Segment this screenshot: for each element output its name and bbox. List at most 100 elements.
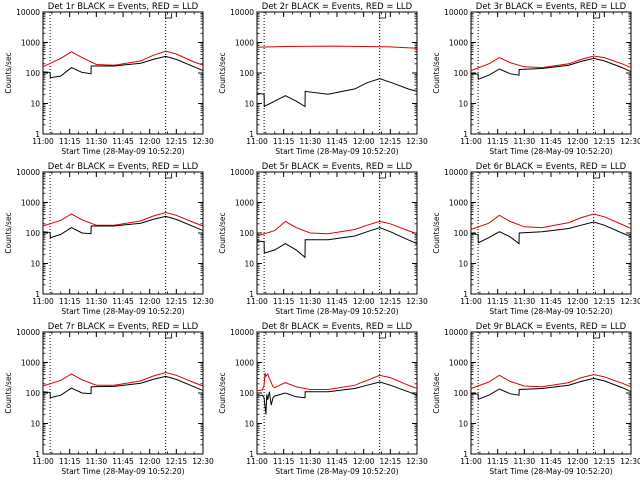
x-tick-label: 11:00 (460, 137, 482, 146)
x-tick-label: 12:15 (166, 297, 188, 306)
x-tick-label: 12:30 (406, 297, 428, 306)
panel-title: Det 7r BLACK = Events, RED = LLD (48, 322, 199, 332)
panel-title: Det 9r BLACK = Events, RED = LLD (476, 322, 627, 332)
x-tick-label: 12:15 (380, 137, 402, 146)
interval-bracket-marker (593, 173, 601, 179)
y-tick-label: 1000 (449, 199, 468, 208)
y-tick-label: 10000 (16, 8, 40, 17)
x-tick-label: 12:00 (567, 457, 589, 466)
panel-8: Det 8r BLACK = Events, RED = LLD 1 10 100 10… (218, 322, 428, 476)
y-tick-label: 1 (249, 130, 254, 139)
x-tick-label: 12:00 (353, 457, 375, 466)
plot-frame (42, 171, 204, 295)
y-tick-label: 10000 (444, 8, 468, 17)
x-tick-label: 12:00 (567, 137, 589, 146)
x-tick-label: 11:30 (514, 297, 536, 306)
x-tick-label: 11:15 (59, 297, 81, 306)
y-tick-label: 100 (240, 69, 255, 78)
interval-bracket-marker (593, 333, 601, 339)
y-tick-label: 1 (463, 290, 468, 299)
events-series-line (42, 215, 204, 239)
x-tick-label: 11:00 (246, 297, 268, 306)
panel-9: Det 9r BLACK = Events, RED = LLD 1 10 100 10… (432, 322, 640, 476)
x-tick-label: 11:45 (112, 137, 134, 146)
x-tick-label: 11:15 (487, 457, 509, 466)
plot-frame (470, 11, 632, 135)
panel-6: Det 6r BLACK = Events, RED = LLD 1 10 100 10… (432, 162, 640, 316)
x-tick-label: 11:45 (112, 457, 134, 466)
x-tick-label: 12:00 (353, 297, 375, 306)
interval-bracket-marker (379, 173, 387, 179)
x-tick-label: 11:15 (487, 137, 509, 146)
x-tick-label: 11:15 (487, 297, 509, 306)
x-tick-label: 11:00 (460, 297, 482, 306)
panel-2: Det 2r BLACK = Events, RED = LLD 1 10 100 10… (218, 2, 428, 156)
interval-bracket-marker (165, 333, 173, 339)
x-tick-label: 11:15 (59, 457, 81, 466)
interval-bracket-marker (379, 13, 387, 19)
x-tick-label: 11:00 (246, 137, 268, 146)
events-series-line (42, 375, 204, 399)
y-tick-label: 10 (244, 420, 254, 429)
y-tick-label: 1000 (235, 39, 254, 48)
panel-3: Det 3r BLACK = Events, RED = LLD 1 10 100 10… (432, 2, 640, 156)
x-axis-label: Start Time (28-May-09 10:52:20) (61, 147, 184, 156)
x-axis-label: Start Time (28-May-09 10:52:20) (489, 467, 612, 476)
y-tick-label: 1000 (449, 39, 468, 48)
lld-series-line (42, 50, 204, 68)
y-tick-label: 100 (240, 389, 255, 398)
y-tick-label: 10 (244, 100, 254, 109)
plot-frame (42, 331, 204, 455)
x-axis-label: Start Time (28-May-09 10:52:20) (275, 307, 398, 316)
panel-title: Det 4r BLACK = Events, RED = LLD (48, 162, 199, 172)
x-tick-label: 12:15 (594, 297, 616, 306)
plot-frame (256, 11, 418, 135)
x-tick-label: 12:00 (139, 137, 161, 146)
y-tick-label: 10000 (444, 328, 468, 337)
y-tick-label: 1 (463, 130, 468, 139)
x-axis-label: Start Time (28-May-09 10:52:20) (489, 307, 612, 316)
events-series-line (470, 57, 632, 81)
y-tick-label: 100 (454, 389, 469, 398)
y-axis-label: Counts/sec (4, 52, 13, 93)
x-tick-label: 12:30 (620, 457, 640, 466)
y-tick-label: 10 (244, 260, 254, 269)
y-tick-label: 10000 (444, 168, 468, 177)
events-series-line (470, 377, 632, 401)
events-series-line (470, 221, 632, 245)
lld-series-line (470, 55, 632, 72)
lld-series-line (470, 374, 632, 389)
interval-bracket-marker (379, 333, 387, 339)
x-tick-label: 11:15 (273, 137, 295, 146)
y-tick-label: 1 (249, 290, 254, 299)
panel-4: Det 4r BLACK = Events, RED = LLD 1 10 100 10… (4, 162, 214, 316)
x-tick-label: 11:00 (460, 457, 482, 466)
y-tick-label: 10 (30, 100, 40, 109)
y-tick-label: 10 (458, 260, 468, 269)
x-axis-label: Start Time (28-May-09 10:52:20) (489, 147, 612, 156)
x-tick-label: 11:30 (86, 457, 108, 466)
x-tick-label: 11:15 (273, 457, 295, 466)
x-tick-label: 11:45 (326, 137, 348, 146)
y-axis-label: Counts/sec (432, 212, 441, 253)
y-tick-label: 1000 (449, 359, 468, 368)
x-tick-label: 12:15 (380, 457, 402, 466)
x-tick-label: 11:30 (514, 137, 536, 146)
events-series-line (256, 381, 418, 415)
x-tick-label: 11:15 (273, 297, 295, 306)
panel-title: Det 2r BLACK = Events, RED = LLD (262, 2, 413, 12)
x-tick-label: 12:15 (166, 137, 188, 146)
x-tick-label: 11:00 (32, 297, 54, 306)
panel-title: Det 1r BLACK = Events, RED = LLD (48, 2, 199, 12)
events-series-line (256, 227, 418, 259)
lld-series-line (256, 220, 418, 237)
y-tick-label: 10000 (230, 8, 254, 17)
x-tick-label: 12:30 (192, 457, 214, 466)
panel-7: Det 7r BLACK = Events, RED = LLD 1 10 100 10… (4, 322, 214, 476)
x-tick-label: 11:45 (540, 457, 562, 466)
x-tick-label: 12:30 (406, 457, 428, 466)
y-axis-label: Counts/sec (4, 372, 13, 413)
y-tick-label: 100 (26, 229, 41, 238)
plot-frame (256, 331, 418, 455)
x-tick-label: 12:30 (620, 297, 640, 306)
